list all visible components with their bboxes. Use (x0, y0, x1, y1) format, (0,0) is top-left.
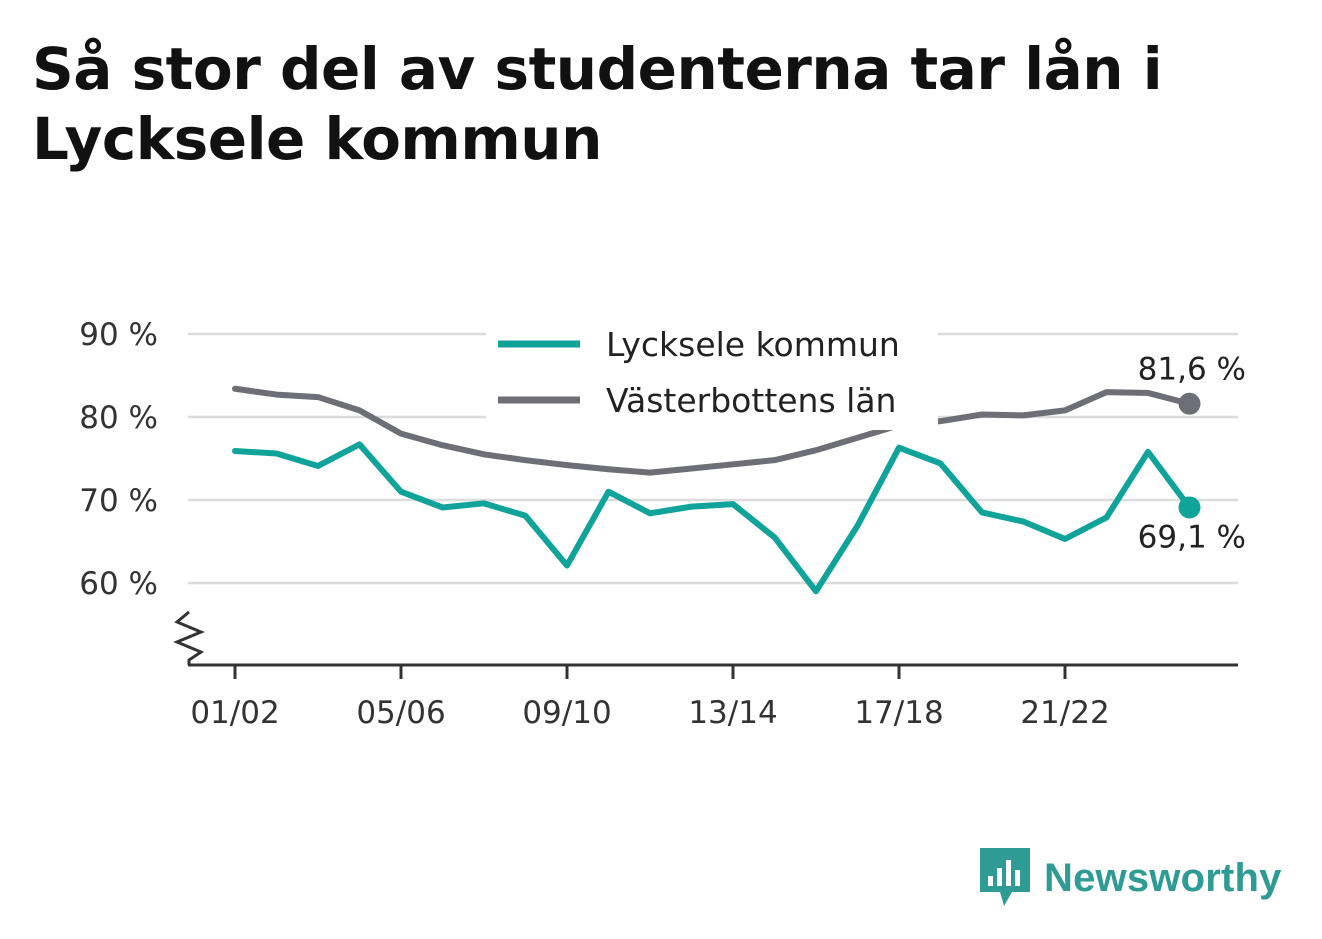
x-tick-label: 17/18 (854, 695, 943, 731)
end-marker-vasterbotten (1178, 392, 1201, 415)
y-tick-label: 60 % (79, 566, 158, 602)
axis-break-symbol (173, 610, 205, 665)
x-tick-label: 01/02 (190, 695, 279, 731)
series-lines (232, 385, 1193, 595)
x-tick-label: 09/10 (522, 695, 611, 731)
bar-chart-speech-bubble-icon (980, 848, 1030, 906)
x-tick-label: 21/22 (1020, 695, 1109, 731)
y-tick-label: 80 % (79, 400, 158, 436)
y-tick-label: 70 % (79, 483, 158, 519)
x-tick-label: 05/06 (356, 695, 445, 731)
x-tick-label: 13/14 (688, 695, 777, 731)
legend: Lycksele kommun Västerbottens län (486, 325, 938, 430)
series-line-lycksele (232, 441, 1193, 595)
end-label-vasterbotten: 81,6 % (1138, 352, 1246, 388)
logo-text: Newsworthy (1044, 855, 1282, 900)
chart-title: Så stor del av studenterna tar lån i Lyc… (32, 35, 1163, 173)
end-label-lycksele: 69,1 % (1138, 519, 1246, 555)
newsworthy-logo: Newsworthy (980, 848, 1282, 908)
legend-label-lycksele: Lycksele kommun (606, 325, 900, 364)
series-line-vasterbotten (232, 385, 1193, 476)
end-markers: 81,6 % 69,1 % (1138, 352, 1246, 556)
y-axis-tick-labels: 60 % 70 % 80 % 90 % (79, 317, 158, 602)
x-axis: 01/02 05/06 09/10 13/14 17/18 21/22 (173, 610, 1238, 731)
end-marker-lycksele (1178, 496, 1201, 519)
y-tick-label: 90 % (79, 317, 158, 353)
legend-label-vasterbotten: Västerbottens län (606, 381, 896, 420)
